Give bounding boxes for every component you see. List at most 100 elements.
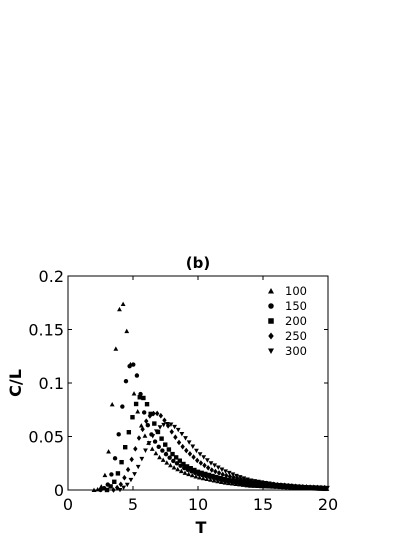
data-point bbox=[219, 467, 225, 472]
data-point bbox=[172, 424, 177, 430]
data-point bbox=[108, 484, 113, 489]
data-point bbox=[148, 411, 153, 417]
data-point bbox=[180, 443, 185, 450]
chart-title: (b) bbox=[186, 254, 210, 272]
y-tick-label: 0 bbox=[54, 481, 64, 500]
data-point bbox=[219, 479, 224, 484]
data-point bbox=[259, 480, 265, 485]
data-point bbox=[299, 484, 305, 490]
data-point bbox=[155, 429, 161, 435]
data-point bbox=[152, 421, 157, 426]
data-point bbox=[199, 470, 204, 476]
data-point bbox=[166, 447, 172, 452]
data-point bbox=[168, 422, 174, 427]
data-point bbox=[232, 478, 237, 484]
data-point bbox=[204, 458, 210, 463]
data-point bbox=[140, 426, 145, 433]
data-point bbox=[306, 485, 312, 490]
y-tick-label: 0.2 bbox=[39, 267, 64, 286]
data-point bbox=[153, 450, 159, 456]
data-point bbox=[281, 483, 287, 488]
data-point bbox=[209, 467, 214, 473]
data-point bbox=[200, 475, 206, 481]
data-point bbox=[156, 444, 161, 450]
data-point bbox=[186, 440, 192, 445]
data-point bbox=[195, 469, 201, 475]
data-point bbox=[142, 433, 148, 438]
data-point bbox=[126, 430, 132, 435]
data-point bbox=[321, 485, 327, 491]
data-point bbox=[170, 451, 175, 457]
data-point bbox=[227, 473, 233, 480]
data-point bbox=[214, 474, 219, 480]
data-point bbox=[249, 478, 255, 485]
data-point bbox=[197, 452, 203, 457]
legend-label: 100 bbox=[285, 284, 307, 298]
legend-label: 200 bbox=[285, 314, 307, 328]
series-300 bbox=[117, 421, 330, 493]
data-point bbox=[125, 466, 131, 473]
data-point bbox=[248, 478, 254, 483]
data-point bbox=[141, 395, 146, 401]
y-axis-ticks: 0 0.05 0.1 0.15 0.2 bbox=[28, 267, 328, 500]
data-point bbox=[159, 436, 164, 441]
data-point bbox=[112, 456, 118, 461]
data-point bbox=[224, 477, 230, 483]
data-point bbox=[252, 479, 258, 484]
data-point bbox=[111, 487, 116, 493]
y-tick-label: 0.05 bbox=[28, 428, 64, 447]
data-point bbox=[150, 434, 156, 439]
data-point bbox=[147, 413, 153, 419]
data-point bbox=[121, 485, 127, 491]
data-point bbox=[136, 435, 142, 441]
data-point bbox=[250, 481, 255, 486]
data-point bbox=[182, 470, 188, 475]
data-point bbox=[132, 472, 137, 477]
data-point bbox=[135, 409, 141, 414]
data-point bbox=[179, 431, 185, 437]
data-point bbox=[119, 459, 124, 465]
data-point bbox=[160, 457, 166, 462]
data-point bbox=[188, 466, 193, 471]
data-point bbox=[178, 468, 184, 474]
x-tick-label: 10 bbox=[188, 495, 208, 514]
data-point bbox=[122, 474, 127, 481]
data-point bbox=[187, 451, 193, 457]
data-point bbox=[145, 423, 151, 428]
data-point bbox=[171, 458, 176, 464]
x-tick-label: 0 bbox=[63, 495, 73, 514]
data-point bbox=[154, 410, 160, 417]
data-point bbox=[237, 475, 243, 480]
legend-label: 150 bbox=[285, 299, 307, 313]
data-point bbox=[224, 472, 229, 479]
data-point bbox=[131, 391, 137, 396]
data-point bbox=[215, 478, 221, 484]
data-point bbox=[112, 479, 117, 484]
data-point bbox=[117, 306, 122, 312]
data-point bbox=[205, 464, 211, 471]
data-point bbox=[226, 470, 232, 476]
data-point bbox=[124, 328, 130, 334]
data-point bbox=[270, 482, 276, 487]
data-point bbox=[197, 475, 202, 480]
data-point bbox=[292, 484, 298, 489]
data-point bbox=[303, 484, 309, 490]
data-point bbox=[263, 480, 268, 486]
data-point bbox=[164, 421, 170, 427]
x-axis-title: T bbox=[196, 518, 207, 537]
data-point bbox=[277, 482, 283, 488]
data-point bbox=[123, 445, 128, 450]
data-point bbox=[102, 472, 108, 478]
data-point bbox=[181, 461, 186, 467]
y-tick-label: 0.1 bbox=[39, 374, 64, 393]
data-point bbox=[176, 439, 182, 446]
data-point bbox=[253, 479, 258, 485]
data-point bbox=[138, 423, 144, 428]
data-point bbox=[133, 446, 138, 452]
data-point bbox=[254, 481, 259, 487]
data-point bbox=[195, 457, 200, 464]
data-point bbox=[175, 466, 181, 472]
data-point bbox=[325, 485, 330, 491]
legend-marker bbox=[268, 303, 274, 309]
data-point bbox=[117, 488, 123, 493]
